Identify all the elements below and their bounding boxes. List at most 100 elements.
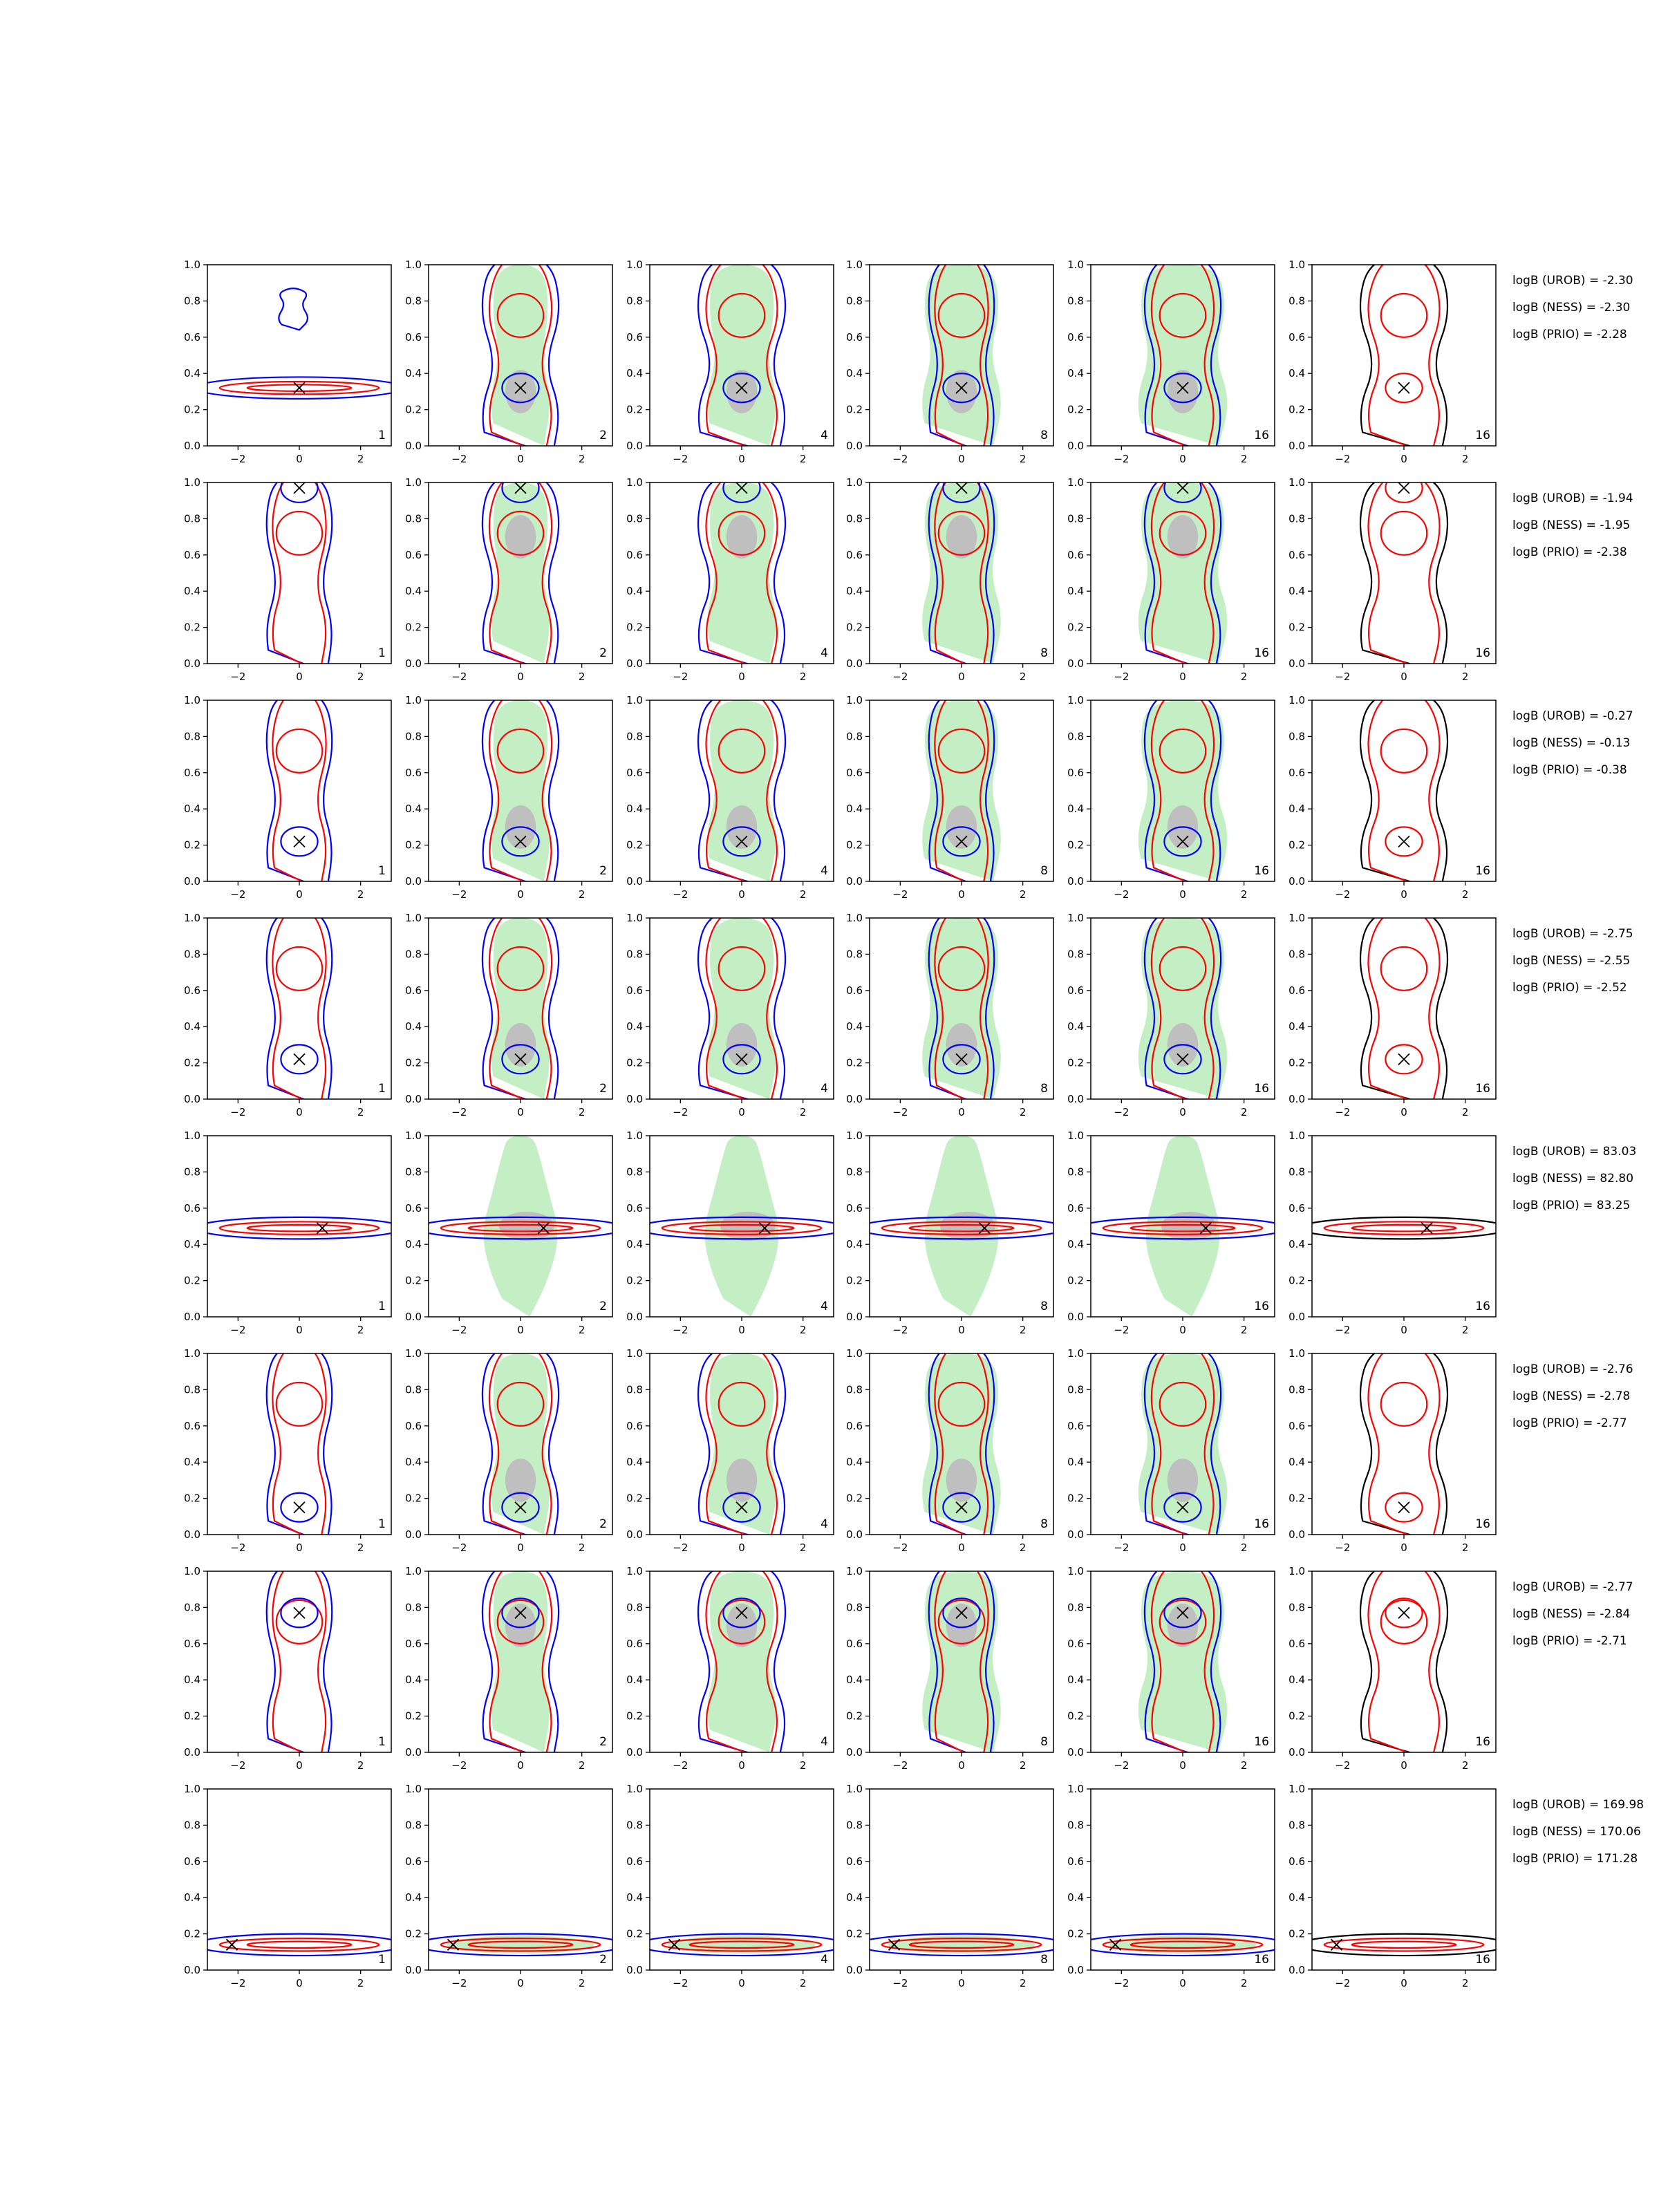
panel-r6-c3: 0.0 0.2 0.4 0.6 0.8 1.0 −2 0 2 4: [626, 1347, 834, 1554]
x-tick-label: −2: [230, 888, 245, 901]
plot-area: [697, 1353, 787, 1535]
y-tick-label: 0.4: [405, 1456, 422, 1468]
y-tick-label: 0.0: [1067, 1311, 1084, 1323]
y-tick-label: 0.4: [405, 1891, 422, 1904]
posterior-fill: [491, 918, 550, 1099]
x-tick-label: −2: [451, 888, 467, 901]
panel-label: 2: [599, 1517, 607, 1531]
panel-label: 8: [1040, 1300, 1048, 1313]
y-tick-label: 0.6: [626, 331, 643, 344]
y-tick-label: 0.4: [626, 367, 643, 379]
plot-area: [922, 1571, 1001, 1752]
panel-r2-c2: 0.0 0.2 0.4 0.6 0.8 1.0 −2 0 2 2: [405, 476, 613, 683]
logb-text: logB (UROB) = -2.77: [1512, 1580, 1633, 1594]
panel-r1-c1: 0.0 0.2 0.4 0.6 0.8 1.0 −2 0 2 1: [184, 259, 392, 465]
contour-outer: [481, 482, 560, 664]
y-tick-label: 1.0: [184, 912, 200, 924]
x-tick-label: 2: [1020, 453, 1027, 465]
plot-area: [481, 918, 560, 1099]
y-tick-label: 0.4: [846, 803, 863, 815]
plot-area: [265, 700, 333, 881]
logb-text: logB (UROB) = -2.30: [1512, 274, 1633, 288]
plot-area: [1138, 1353, 1228, 1535]
true-value-marker: [1398, 382, 1410, 394]
x-tick-label: 0: [1179, 888, 1186, 901]
posterior-core: [1167, 1604, 1199, 1648]
panel-label: 8: [1040, 864, 1048, 878]
x-tick-label: −2: [892, 1324, 908, 1336]
contour-core: [722, 826, 761, 857]
y-tick-label: 0.2: [846, 621, 863, 634]
x-tick-label: −2: [892, 1977, 908, 1989]
y-tick-label: 0.2: [184, 1275, 200, 1287]
y-tick-label: 0.6: [184, 549, 200, 561]
x-tick-label: 0: [517, 671, 524, 683]
y-tick-label: 0.6: [1288, 1420, 1305, 1432]
x-tick-label: −2: [1114, 1759, 1129, 1772]
logb-text: logB (PRIO) = -2.28: [1512, 328, 1627, 341]
logb-text: logB (NESS) = -2.30: [1512, 301, 1630, 315]
x-tick-label: −2: [673, 1541, 688, 1554]
contour-red-outer: [705, 1353, 778, 1535]
true-value-marker: [514, 382, 527, 394]
y-tick-label: 0.6: [1067, 1638, 1084, 1650]
panel-label: 4: [821, 1517, 828, 1531]
y-tick-label: 0.0: [846, 1746, 863, 1759]
x-tick-label: 0: [958, 1977, 965, 1989]
plot-area: [1359, 1353, 1449, 1535]
panel-r1-c2: 0.0 0.2 0.4 0.6 0.8 1.0 −2 0 2 2: [405, 259, 613, 465]
contour-red-inner: [1380, 292, 1428, 338]
logb-text: logB (NESS) = 82.80: [1512, 1172, 1633, 1185]
x-tick-label: −2: [451, 1324, 467, 1336]
axes-frame: [1311, 1788, 1497, 1971]
x-tick-label: 0: [1179, 453, 1186, 465]
posterior-fill: [707, 1353, 776, 1535]
logb-text: logB (UROB) = -2.76: [1512, 1362, 1633, 1376]
y-tick-label: 1.0: [1288, 1347, 1305, 1360]
y-tick-label: 0.0: [184, 875, 200, 888]
plot-area: [429, 1933, 612, 1957]
y-tick-label: 0.6: [1067, 549, 1084, 561]
y-tick-label: 0.8: [1288, 512, 1305, 525]
plot-area: [265, 1353, 333, 1535]
y-tick-label: 0.2: [846, 1492, 863, 1505]
plot-area: [922, 918, 1001, 1099]
x-tick-label: −2: [451, 1106, 467, 1118]
y-tick-label: 0.8: [626, 1165, 643, 1178]
y-tick-label: 0.4: [1288, 1674, 1305, 1686]
y-tick-label: 0.6: [626, 984, 643, 997]
panel-r1-c4: 0.0 0.2 0.4 0.6 0.8 1.0 −2 0 2 8: [846, 259, 1054, 465]
contour-red-outer: [1367, 918, 1441, 1099]
contour-outer: [265, 918, 333, 1099]
y-tick-label: 1.0: [1067, 1130, 1084, 1142]
x-tick-label: −2: [673, 1759, 688, 1772]
y-tick-label: 0.4: [626, 1456, 643, 1468]
plot-area: [1138, 1571, 1228, 1752]
plot-area: [1312, 1216, 1496, 1240]
x-tick-label: −2: [1335, 888, 1350, 901]
y-tick-label: 1.0: [1288, 1565, 1305, 1577]
plot-area: [697, 265, 787, 446]
contour-outer: [1091, 1933, 1275, 1957]
y-tick-label: 0.6: [405, 331, 422, 344]
x-tick-label: 2: [357, 453, 364, 465]
contour-red-outer: [1150, 265, 1215, 446]
contour-outer: [481, 918, 560, 1099]
y-tick-label: 0.8: [846, 1165, 863, 1178]
contour-outer: [1143, 700, 1222, 881]
y-tick-label: 0.8: [626, 1819, 643, 1831]
x-tick-label: −2: [230, 1106, 245, 1118]
x-tick-label: −2: [892, 1759, 908, 1772]
y-tick-label: 1.0: [846, 1130, 863, 1142]
true-value-marker: [955, 835, 968, 847]
y-tick-label: 0.6: [626, 767, 643, 779]
panel-r5-c2: 0.0 0.2 0.4 0.6 0.8 1.0 −2 0 2 2: [405, 1130, 613, 1336]
contour-outer: [1143, 265, 1222, 446]
true-value-marker: [293, 482, 306, 494]
x-tick-label: 2: [1241, 671, 1248, 683]
y-tick-label: 0.4: [846, 585, 863, 597]
y-tick-label: 0.6: [405, 1855, 422, 1868]
contour-red-outer: [661, 1938, 823, 1952]
y-tick-label: 0.8: [184, 294, 200, 307]
true-value-marker: [955, 482, 968, 494]
